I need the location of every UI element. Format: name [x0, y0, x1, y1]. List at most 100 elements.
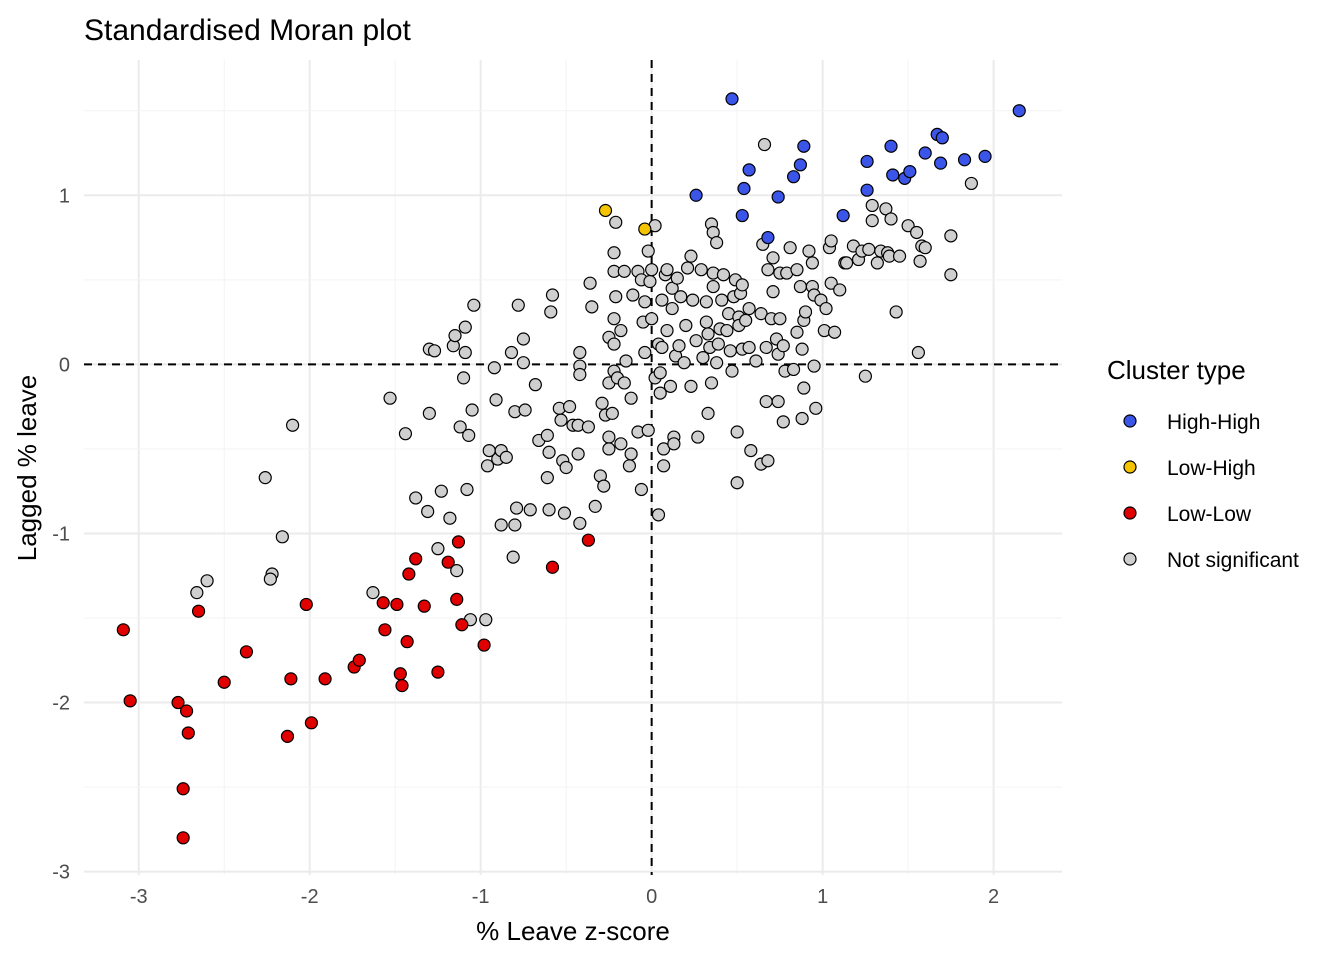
- data-point: [504, 345, 519, 360]
- data-point: [1012, 104, 1026, 118]
- data-point: [657, 442, 671, 456]
- tick-labels: -3 -2 -1 0 1 2 -3 -2 -1 0 1: [52, 185, 999, 908]
- data-point: [679, 318, 693, 333]
- legend-label: Not significant: [1167, 549, 1299, 572]
- data-point: [450, 592, 464, 606]
- data-point: [663, 379, 678, 393]
- data-point: [467, 298, 481, 312]
- data-point: [677, 356, 691, 370]
- data-point: [643, 274, 657, 289]
- data-point: [626, 288, 640, 302]
- data-point: [699, 295, 713, 309]
- data-point: [518, 403, 532, 417]
- data-point: [725, 92, 739, 106]
- data-point: [190, 586, 204, 600]
- data-point: [573, 345, 587, 360]
- data-point: [655, 340, 669, 355]
- data-point: [617, 376, 631, 390]
- data-point: [667, 437, 681, 451]
- data-point: [660, 323, 674, 338]
- data-point: [725, 364, 739, 378]
- data-point: [607, 246, 621, 260]
- data-point: [480, 459, 495, 473]
- data-point: [802, 244, 816, 258]
- data-point: [655, 293, 669, 307]
- data-point: [595, 396, 609, 410]
- data-point: [609, 215, 623, 229]
- data-point: [657, 459, 671, 473]
- series-low-high: [598, 203, 652, 236]
- data-point: [786, 170, 801, 184]
- data-point: [686, 293, 700, 307]
- data-point: [573, 516, 587, 530]
- data-point: [749, 354, 763, 368]
- data-point: [860, 154, 874, 169]
- data-point: [665, 301, 679, 316]
- y-tick-label: 1: [59, 185, 70, 207]
- grid-lines: [84, 60, 1062, 875]
- data-point: [824, 276, 838, 290]
- data-point: [200, 574, 214, 588]
- data-point: [571, 447, 585, 461]
- data-point: [913, 254, 927, 268]
- data-point: [453, 420, 467, 434]
- y-axis-label: Lagged % leave: [12, 375, 42, 561]
- data-point: [516, 356, 531, 370]
- data-point: [581, 533, 595, 547]
- data-point: [465, 403, 479, 417]
- data-point: [258, 471, 272, 485]
- data-point: [674, 290, 688, 304]
- x-tick-label: -3: [130, 886, 148, 908]
- data-point: [458, 320, 472, 334]
- data-point: [790, 263, 804, 277]
- data-point: [805, 256, 819, 270]
- data-point: [935, 131, 949, 145]
- x-tick-label: 0: [646, 886, 657, 908]
- data-points: [116, 92, 1026, 845]
- data-point: [660, 263, 674, 277]
- data-point: [217, 675, 231, 689]
- data-point: [624, 447, 638, 461]
- data-point: [545, 288, 560, 302]
- data-point: [680, 261, 695, 275]
- data-point: [427, 344, 442, 358]
- legend-key-low-low: [1123, 506, 1137, 520]
- data-point: [858, 369, 872, 383]
- data-point: [860, 183, 874, 197]
- data-point: [477, 638, 491, 652]
- data-point: [819, 301, 833, 316]
- data-point: [352, 653, 366, 667]
- data-point: [409, 552, 423, 566]
- data-point: [771, 394, 785, 409]
- data-point: [441, 555, 455, 569]
- data-point: [742, 340, 756, 355]
- data-point: [901, 219, 915, 233]
- x-tick-label: 1: [817, 886, 828, 908]
- data-point: [602, 442, 616, 456]
- data-point: [402, 567, 416, 581]
- data-point: [684, 249, 698, 263]
- data-point: [559, 460, 573, 475]
- data-point: [694, 263, 708, 277]
- data-point: [431, 665, 445, 679]
- data-point: [123, 694, 137, 708]
- data-point: [554, 413, 568, 427]
- data-point: [824, 234, 838, 248]
- data-point: [171, 695, 185, 710]
- data-point: [944, 268, 958, 282]
- reference-lines: [84, 60, 1062, 875]
- legend: Cluster type High-High Low-High Low-Low Not…: [1107, 355, 1299, 572]
- data-point: [544, 305, 558, 319]
- data-point: [918, 146, 932, 160]
- data-point: [776, 339, 790, 353]
- data-point: [735, 208, 749, 223]
- data-point: [653, 386, 667, 400]
- data-point: [573, 367, 587, 382]
- data-point: [910, 225, 924, 240]
- data-point: [839, 256, 854, 270]
- data-point: [783, 241, 797, 255]
- data-point: [304, 716, 319, 730]
- data-point: [638, 222, 652, 236]
- data-point: [318, 672, 332, 686]
- data-point: [638, 345, 652, 360]
